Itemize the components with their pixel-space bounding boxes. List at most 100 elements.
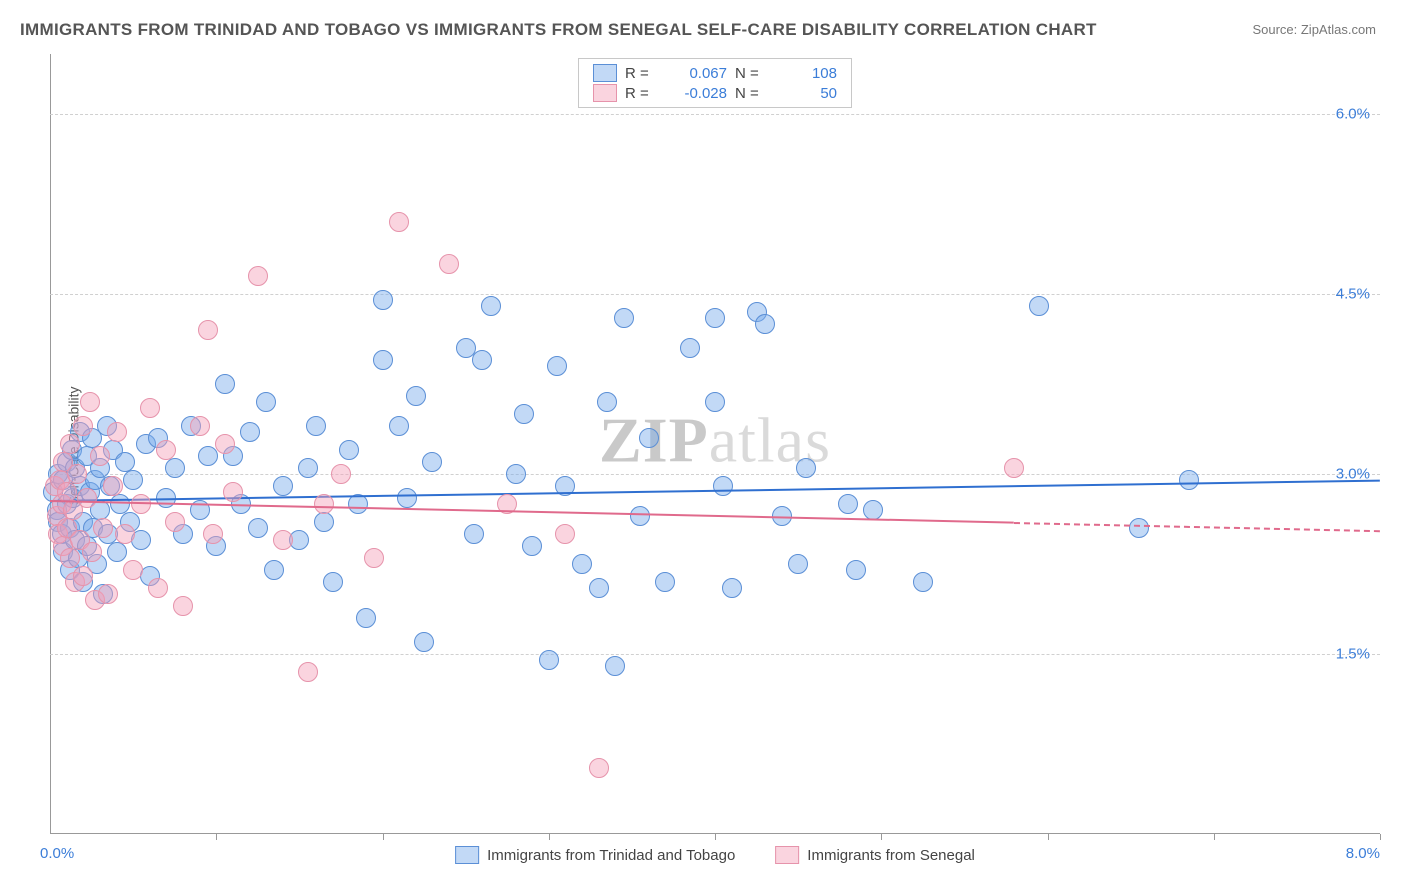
x-tick-mark [715,834,716,840]
data-point [680,338,700,358]
data-point [240,422,260,442]
legend-item: Immigrants from Senegal [775,846,975,864]
data-point [215,434,235,454]
data-point [107,422,127,442]
data-point [522,536,542,556]
data-point [215,374,235,394]
scatter-chart: ZIPatlas 0.0% 8.0% R = 0.067 N = 108 R =… [50,54,1380,834]
source-label: Source: ZipAtlas.com [1252,22,1376,37]
r-value: -0.028 [663,85,727,102]
data-point [264,560,284,580]
x-max-label: 8.0% [1346,845,1380,862]
data-point [572,554,592,574]
data-point [190,416,210,436]
data-point [331,464,351,484]
x-tick-mark [1048,834,1049,840]
n-label: N = [735,85,765,102]
data-point [838,494,858,514]
n-value: 108 [773,65,837,82]
data-point [514,404,534,424]
r-label: R = [625,85,655,102]
data-point [107,542,127,562]
data-point [67,464,87,484]
data-point [77,488,97,508]
data-point [115,452,135,472]
data-point [314,512,334,532]
y-tick-label: 1.5% [1336,646,1370,663]
data-point [1029,296,1049,316]
data-point [481,296,501,316]
data-point [93,518,113,538]
data-point [364,548,384,568]
gridline [50,294,1380,295]
data-point [439,254,459,274]
data-point [913,572,933,592]
y-axis [50,54,51,834]
data-point [705,392,725,412]
data-point [713,476,733,496]
correlation-legend: R = 0.067 N = 108 R = -0.028 N = 50 [578,58,852,108]
n-label: N = [735,65,765,82]
legend-label: Immigrants from Trinidad and Tobago [487,847,735,864]
data-point [414,632,434,652]
data-point [464,524,484,544]
data-point [115,524,135,544]
swatch-icon [593,64,617,82]
data-point [298,458,318,478]
data-point [156,440,176,460]
x-tick-mark [383,834,384,840]
data-point [60,548,80,568]
swatch-icon [455,846,479,864]
data-point [614,308,634,328]
x-tick-mark [881,834,882,840]
series-legend: Immigrants from Trinidad and Tobago Immi… [455,846,975,864]
x-tick-mark [216,834,217,840]
data-point [148,578,168,598]
data-point [389,212,409,232]
data-point [73,416,93,436]
data-point [755,314,775,334]
data-point [110,494,130,514]
data-point [203,524,223,544]
data-point [98,584,118,604]
r-value: 0.067 [663,65,727,82]
y-tick-label: 4.5% [1336,286,1370,303]
swatch-icon [593,84,617,102]
data-point [123,470,143,490]
data-point [103,476,123,496]
legend-item: Immigrants from Trinidad and Tobago [455,846,735,864]
x-min-label: 0.0% [40,845,74,862]
data-point [547,356,567,376]
data-point [472,350,492,370]
data-point [373,290,393,310]
data-point [73,566,93,586]
data-point [863,500,883,520]
gridline [50,654,1380,655]
x-tick-mark [1214,834,1215,840]
data-point [630,506,650,526]
data-point [339,440,359,460]
data-point [165,458,185,478]
data-point [597,392,617,412]
data-point [788,554,808,574]
data-point [639,428,659,448]
data-point [57,482,77,502]
swatch-icon [775,846,799,864]
x-tick-mark [549,834,550,840]
legend-row: R = -0.028 N = 50 [593,83,837,103]
data-point [555,524,575,544]
gridline [50,114,1380,115]
data-point [1004,458,1024,478]
data-point [506,464,526,484]
data-point [589,578,609,598]
data-point [1179,470,1199,490]
data-point [90,446,110,466]
data-point [1129,518,1149,538]
data-point [589,758,609,778]
data-point [80,392,100,412]
data-point [173,596,193,616]
data-point [165,512,185,532]
data-point [722,578,742,598]
data-point [60,434,80,454]
data-point [796,458,816,478]
